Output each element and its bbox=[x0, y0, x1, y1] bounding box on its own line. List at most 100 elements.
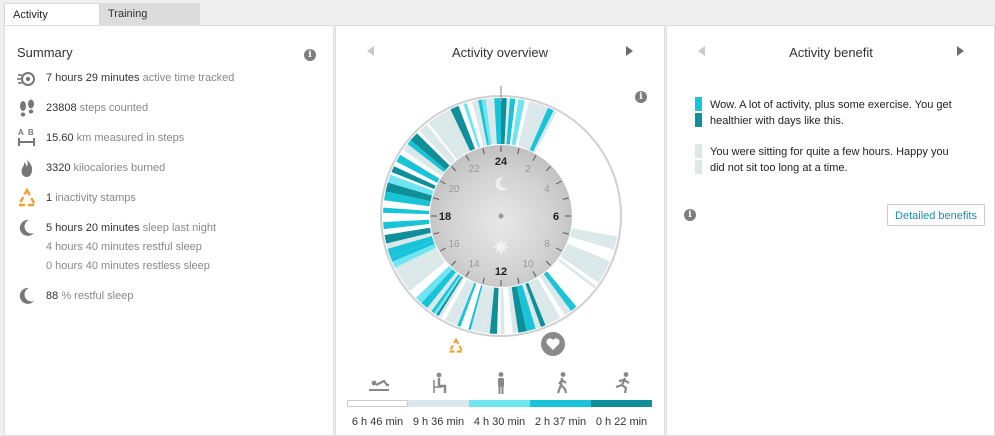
restful-pct-label: % restful sleep bbox=[61, 290, 134, 302]
lying-duration-bar bbox=[347, 400, 408, 407]
detailed-benefits-button[interactable]: Detailed benefits bbox=[887, 204, 985, 226]
next-arrow-icon[interactable] bbox=[626, 46, 633, 56]
activity-ring-segment bbox=[525, 282, 546, 328]
tab-activity-summary[interactable]: Activity summary bbox=[4, 3, 100, 43]
active-time-value: 7 hours 29 minutes bbox=[46, 72, 140, 84]
activity-ring-segment bbox=[555, 138, 595, 172]
day-sun-icon bbox=[493, 239, 509, 255]
clock-tick bbox=[465, 271, 470, 277]
activity-ring-segment bbox=[506, 98, 516, 145]
activity-ring-segment bbox=[528, 280, 554, 326]
moon-icon bbox=[19, 287, 34, 304]
activity-ring-segment bbox=[571, 225, 619, 237]
heart-exercise-icon[interactable] bbox=[540, 331, 566, 357]
activity-ring-segment bbox=[426, 122, 457, 161]
restful-pct-row: 88 % restful sleep bbox=[46, 290, 133, 302]
clock-tick bbox=[556, 180, 562, 185]
activity-ring-segment bbox=[402, 256, 443, 286]
clock-tick bbox=[451, 166, 457, 172]
activity-ring-segment bbox=[541, 118, 572, 159]
lying-icon bbox=[369, 379, 389, 391]
hour-label-18: 18 bbox=[439, 211, 451, 223]
activity-ring-segment bbox=[539, 274, 569, 316]
running-icon bbox=[615, 372, 630, 394]
clock-tick bbox=[517, 148, 520, 155]
clock-tick bbox=[433, 197, 440, 200]
hour-label-16: 16 bbox=[448, 239, 460, 250]
activity-ring-segment bbox=[567, 172, 613, 192]
activity-ring-segment bbox=[572, 212, 619, 222]
clock-tick bbox=[440, 180, 446, 185]
night-moon-icon bbox=[495, 176, 508, 191]
activity-ring-segment bbox=[416, 130, 452, 166]
activity-ring-segment bbox=[473, 285, 489, 333]
activity-ring-segment bbox=[571, 192, 618, 205]
activity-ring-segment bbox=[559, 147, 599, 176]
tab-training-summary[interactable]: Training summary bbox=[100, 3, 200, 42]
activity-ring-segment bbox=[405, 258, 446, 292]
active-time-icon bbox=[17, 72, 35, 86]
standing-duration-bar bbox=[469, 400, 530, 407]
activity-ring-segment bbox=[557, 258, 597, 289]
activity-ring-segment bbox=[407, 140, 446, 173]
hour-label-20: 20 bbox=[448, 184, 460, 195]
lying-duration-label: 6 h 46 min bbox=[351, 416, 404, 428]
activity-ring-segment bbox=[550, 129, 586, 166]
moon-icon bbox=[19, 219, 34, 236]
activity-clock: 24 22 20 18 16 14 12 10 8 6 4 2 bbox=[380, 86, 622, 337]
hour-label-24: 24 bbox=[495, 156, 508, 168]
activity-ring-segment bbox=[566, 243, 610, 266]
sleep-label: sleep last night bbox=[142, 222, 217, 234]
activity-ring-segment bbox=[390, 171, 435, 191]
activity-ring-segment bbox=[384, 191, 431, 207]
activity-ring-segment bbox=[466, 101, 484, 148]
calories-value: 3320 bbox=[46, 162, 71, 174]
activity-ring-segment bbox=[471, 100, 488, 147]
activity-ring-segment bbox=[548, 127, 582, 164]
info-icon[interactable]: i bbox=[635, 91, 647, 103]
footsteps-icon bbox=[20, 99, 34, 117]
activity-ring-segment bbox=[567, 239, 613, 262]
next-arrow-icon[interactable] bbox=[957, 46, 964, 56]
previous-arrow-icon[interactable] bbox=[367, 46, 374, 56]
activity-ring-segment bbox=[569, 234, 615, 250]
steps-label: steps counted bbox=[79, 102, 149, 114]
activity-ring-segment bbox=[508, 287, 519, 334]
active-time-row: 7 hours 29 minutes active time tracked bbox=[46, 72, 234, 84]
activity-ring-segment bbox=[522, 103, 542, 149]
activity-ring-segment bbox=[535, 112, 565, 156]
activity-ring-segment bbox=[557, 143, 597, 175]
activity-ring-segment bbox=[564, 246, 609, 271]
inactivity-stamp-icon[interactable] bbox=[448, 338, 464, 354]
summary-panel: Summary i 7 hours 29 minutes active time… bbox=[4, 25, 334, 436]
clock-tick bbox=[440, 247, 446, 252]
overview-title: Activity overview bbox=[451, 45, 549, 60]
inactivity-row: 1 inactivity stamps bbox=[46, 192, 136, 204]
clock-tick bbox=[451, 260, 457, 266]
activity-ring-segment bbox=[463, 103, 481, 148]
distance-label: km measured in steps bbox=[76, 132, 185, 144]
activity-ring-segment bbox=[427, 272, 459, 312]
activity-ring-segment bbox=[569, 236, 615, 255]
calories-row: 3320 kilocalories burned bbox=[46, 162, 165, 174]
walking-duration-label: 2 h 37 min bbox=[534, 416, 587, 428]
active-time-label: active time tracked bbox=[142, 72, 235, 84]
previous-arrow-icon[interactable] bbox=[698, 46, 705, 56]
hour-label-8: 8 bbox=[544, 239, 550, 250]
activity-ring-segment bbox=[525, 105, 549, 150]
activity-ring-segment bbox=[516, 284, 536, 332]
activity-ring-segment bbox=[385, 182, 432, 202]
activity-ring-segment bbox=[387, 174, 434, 196]
activity-ring-segment bbox=[563, 158, 607, 184]
clock-tick bbox=[562, 232, 569, 235]
clock-tick bbox=[562, 197, 569, 200]
info-icon[interactable]: i bbox=[304, 49, 316, 61]
activity-ring-segment bbox=[491, 98, 497, 145]
activity-ring-segment bbox=[481, 98, 492, 145]
clock-tick bbox=[482, 148, 485, 155]
running-duration-bar bbox=[591, 400, 652, 407]
info-icon[interactable]: i bbox=[684, 209, 696, 221]
walking-duration-bar bbox=[530, 400, 591, 407]
legend-line: Wow. A lot of activity, plus some exerci… bbox=[710, 99, 952, 111]
activity-ring-segment bbox=[409, 261, 450, 298]
